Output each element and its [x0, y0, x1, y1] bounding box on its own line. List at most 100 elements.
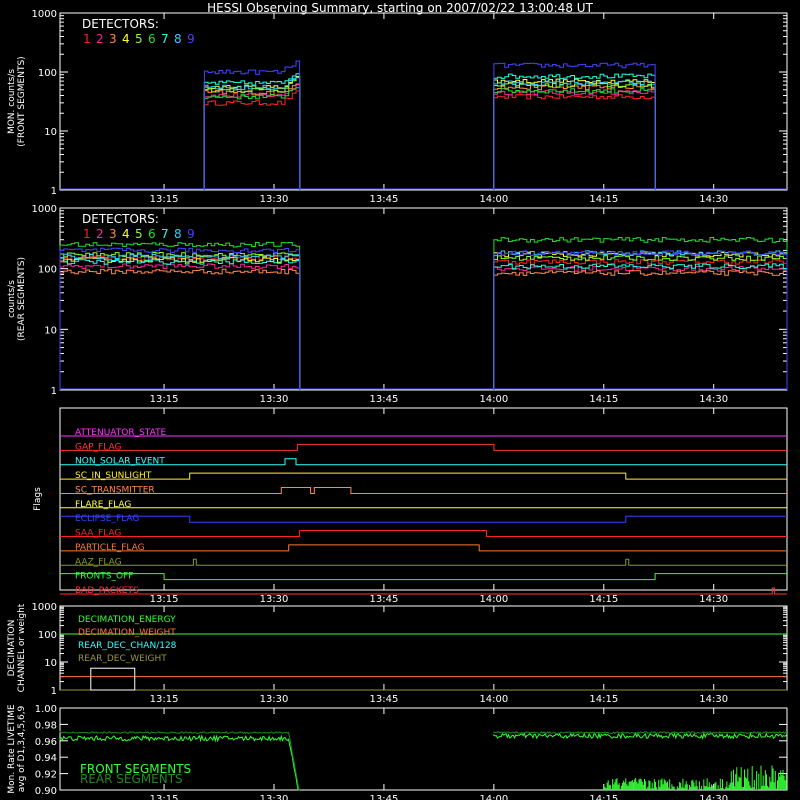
rear-rate-detector-1: [59, 255, 788, 390]
detector-number-8: 8: [174, 32, 182, 46]
detector-number-1: 1: [83, 32, 91, 46]
detector-number-4: 4: [122, 32, 130, 46]
flag-label-gap-flag: GAP_FLAG: [75, 442, 121, 452]
decimation-ylabel: CHANNEL or weight: [17, 603, 27, 692]
x-tick-label: 14:15: [589, 594, 618, 605]
flag-line-sc-transmitter: [60, 487, 787, 494]
x-tick-label: 13:45: [370, 394, 399, 405]
x-tick-label: 14:00: [479, 694, 508, 705]
panel-frame-1: [59, 12, 788, 191]
front-ylabel: (FRONT SEGMENTS): [17, 56, 27, 146]
rear-rate-detector-2: [59, 263, 788, 390]
front-rate-detector-1: [203, 90, 656, 190]
decimation-legend-0: DECIMATION_ENERGY: [78, 615, 176, 625]
decimation-white-box: [90, 667, 136, 691]
x-tick-label: 14:00: [479, 594, 508, 605]
detector-number-4: 4: [122, 227, 130, 241]
detector-number-7: 7: [161, 32, 169, 46]
flag-label-aaz-flag: AAZ_FLAG: [75, 557, 122, 567]
x-tick-label: 14:30: [699, 694, 728, 705]
x-tick-label: 14:15: [589, 794, 618, 800]
livetime-line-1: [59, 730, 788, 791]
flag-line-aaz-flag: [60, 558, 787, 566]
flag-label-flare-flag: FLARE_FLAG: [75, 500, 131, 510]
x-tick-label: 13:45: [370, 794, 399, 800]
x-tick-label: 13:45: [370, 194, 399, 205]
detector-number-2: 2: [96, 227, 104, 241]
y-tick-label: 100: [38, 68, 57, 79]
x-tick-label: 13:45: [370, 594, 399, 605]
detector-number-6: 6: [148, 227, 156, 241]
flag-label-particle-flag: PARTICLE_FLAG: [75, 543, 145, 553]
flag-label-eclipse-flag: ECLIPSE_FLAG: [75, 514, 139, 524]
decimation-legend-1: DECIMATION_WEIGHT: [78, 628, 176, 638]
detector-number-3: 3: [109, 32, 117, 46]
flag-label-saa-flag: SAA_FLAG: [75, 529, 121, 539]
y-tick-label: 10: [44, 127, 57, 138]
detector-number-2: 2: [96, 32, 104, 46]
x-tick-label: 14:30: [699, 594, 728, 605]
flag-label-fronts-off: FRONTS_OFF: [75, 572, 133, 582]
detectors-label: DETECTORS:: [82, 17, 159, 31]
rear-rate-detector-7: [59, 259, 788, 390]
front-rate-detector-8: [203, 76, 656, 190]
y-tick-label: 1: [51, 386, 57, 397]
y-tick-label: 1: [51, 186, 57, 197]
flags-ylabel: Flags: [33, 487, 43, 511]
livetime-noise: [603, 765, 787, 790]
detector-number-9: 9: [187, 32, 195, 46]
decimation-legend-2: REAR_DEC_CHAN/128: [78, 641, 177, 651]
livetime-line-0: [59, 731, 788, 791]
rear-rate-detector-3: [59, 268, 788, 390]
front-rate-detector-3: [203, 83, 656, 190]
flag-label-attenuator-state: ATTENUATOR_STATE: [75, 428, 167, 438]
decimation-legend-3: REAR_DEC_WEIGHT: [78, 654, 167, 664]
x-tick-label: 13:15: [150, 694, 179, 705]
x-tick-label: 13:45: [370, 694, 399, 705]
flag-line-gap-flag: [60, 443, 787, 451]
x-tick-label: 14:00: [479, 394, 508, 405]
detectors-label: DETECTORS:: [82, 212, 159, 226]
x-tick-label: 13:15: [150, 194, 179, 205]
x-tick-label: 13:30: [260, 194, 289, 205]
y-tick-label: 0.90: [35, 786, 57, 797]
x-tick-label: 14:15: [589, 194, 618, 205]
x-tick-label: 13:15: [150, 394, 179, 405]
flag-label-bad-packets: BAD_PACKETS: [75, 586, 139, 596]
flag-label-sc-in-sunlight: SC_IN_SUNLIGHT: [75, 471, 152, 481]
x-tick-label: 14:30: [699, 194, 728, 205]
flag-line-eclipse-flag: [60, 515, 787, 523]
front-rate-detector-9: [203, 60, 656, 190]
y-tick-label: 1: [51, 686, 57, 697]
livetime-legend-0: FRONT SEGMENTS: [80, 762, 191, 776]
livetime-ylabel: avg of D1,3,4,5,6,9: [17, 705, 27, 792]
x-tick-label: 14:30: [699, 794, 728, 800]
x-tick-label: 14:00: [479, 794, 508, 800]
rear-rate-detector-9: [59, 247, 788, 390]
rear-rate-detector-6: [59, 237, 788, 390]
y-tick-label: 10: [44, 325, 57, 336]
panel-frame-5: [59, 707, 788, 791]
detector-number-7: 7: [161, 227, 169, 241]
x-tick-label: 13:30: [260, 694, 289, 705]
detector-number-3: 3: [109, 227, 117, 241]
flag-line-fronts-off: [60, 573, 787, 581]
livetime-legend-1: REAR SEGMENTS: [80, 772, 183, 786]
rear-ylabel: (REAR SEGMENTS): [17, 257, 27, 341]
y-tick-label: 1000: [32, 602, 57, 613]
y-tick-label: 1.00: [35, 704, 57, 715]
front-ylabel: MON. counts/s: [7, 69, 17, 134]
rear-ylabel: counts/s: [7, 280, 17, 318]
y-tick-label: 0.94: [35, 753, 57, 764]
detector-number-5: 5: [135, 227, 143, 241]
y-tick-label: 100: [38, 630, 57, 641]
y-tick-label: 100: [38, 265, 57, 276]
front-rate-detector-4: [203, 76, 656, 190]
rear-rate-detector-4: [59, 251, 788, 390]
x-tick-label: 14:15: [589, 394, 618, 405]
front-rate-detector-6: [203, 87, 656, 190]
x-tick-label: 13:30: [260, 594, 289, 605]
y-tick-label: 1000: [32, 9, 57, 20]
front-rate-detector-2: [203, 84, 656, 190]
